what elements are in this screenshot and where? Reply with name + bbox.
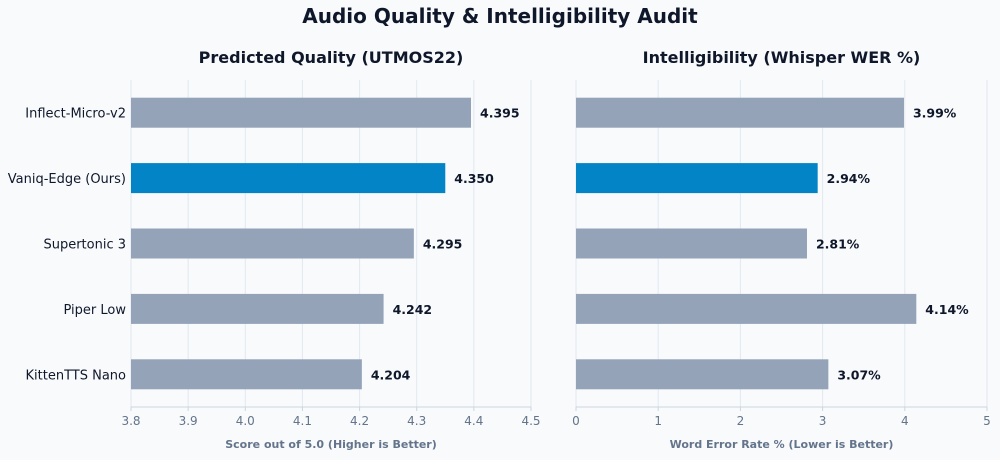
bar xyxy=(131,359,362,390)
x-tick-label: 3 xyxy=(819,414,827,428)
x-axis-label-0: Score out of 5.0 (Higher is Better) xyxy=(225,438,437,451)
bar-value-label: 4.395 xyxy=(480,106,520,121)
bar xyxy=(576,228,807,259)
y-category-label: Vaniq-Edge (Ours) xyxy=(8,172,126,187)
y-category-label: Inflect-Micro-v2 xyxy=(25,107,126,122)
bar xyxy=(576,163,818,194)
bar xyxy=(131,97,471,128)
y-category-label: Piper Low xyxy=(64,303,127,318)
y-category-label: KittenTTS Nano xyxy=(26,368,127,383)
bar-value-label: 3.07% xyxy=(837,367,881,382)
x-tick-label: 3.8 xyxy=(121,414,140,428)
x-tick-label: 4.0 xyxy=(236,414,255,428)
bar xyxy=(131,228,414,259)
chart-title-1: Intelligibility (Whisper WER %) xyxy=(643,48,921,67)
bar-value-label: 3.99% xyxy=(913,106,957,121)
figure-title: Audio Quality & Intelligibility Audit xyxy=(302,4,698,28)
bar xyxy=(576,359,829,390)
x-axis-label-1: Word Error Rate % (Lower is Better) xyxy=(670,438,894,451)
bar-value-label: 4.295 xyxy=(423,237,463,252)
bar xyxy=(576,97,904,128)
y-category-label: Supertonic 3 xyxy=(43,238,126,253)
x-tick-label: 2 xyxy=(737,414,745,428)
x-tick-label: 4 xyxy=(901,414,909,428)
x-tick-label: 0 xyxy=(572,414,580,428)
bar-value-label: 4.242 xyxy=(393,302,433,317)
bar xyxy=(576,293,917,324)
x-tick-label: 1 xyxy=(654,414,662,428)
x-tick-label: 4.3 xyxy=(407,414,426,428)
bar-value-label: 2.81% xyxy=(816,237,860,252)
x-tick-label: 4.5 xyxy=(521,414,540,428)
x-tick-label: 4.2 xyxy=(350,414,369,428)
chart-title-0: Predicted Quality (UTMOS22) xyxy=(199,48,464,67)
bar-value-label: 4.204 xyxy=(371,367,411,382)
bar-value-label: 4.350 xyxy=(454,171,494,186)
x-tick-label: 4.4 xyxy=(464,414,483,428)
x-tick-label: 5 xyxy=(983,414,991,428)
bar xyxy=(131,293,384,324)
x-tick-label: 4.1 xyxy=(293,414,312,428)
x-tick-label: 3.9 xyxy=(179,414,198,428)
bar-value-label: 4.14% xyxy=(925,302,969,317)
bar xyxy=(131,163,446,194)
bar-value-label: 2.94% xyxy=(827,171,871,186)
